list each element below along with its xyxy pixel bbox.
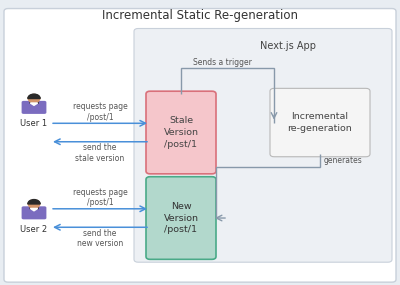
Text: send the
new version: send the new version <box>77 229 123 248</box>
FancyBboxPatch shape <box>30 203 33 209</box>
FancyBboxPatch shape <box>134 28 392 262</box>
FancyBboxPatch shape <box>35 97 39 104</box>
FancyBboxPatch shape <box>31 206 37 209</box>
Circle shape <box>28 94 40 103</box>
Wedge shape <box>28 200 40 204</box>
Circle shape <box>28 200 40 208</box>
Text: User 1: User 1 <box>20 119 48 129</box>
Text: send the
stale version: send the stale version <box>76 143 125 162</box>
FancyBboxPatch shape <box>146 177 216 259</box>
FancyBboxPatch shape <box>4 9 396 282</box>
Text: User 2: User 2 <box>20 225 48 234</box>
Text: requests page
/post/1: requests page /post/1 <box>73 103 128 122</box>
Text: New
Version
/post/1: New Version /post/1 <box>164 202 198 234</box>
Text: requests page
/post/1: requests page /post/1 <box>73 188 128 207</box>
FancyBboxPatch shape <box>30 97 33 104</box>
Text: Sends a trigger: Sends a trigger <box>193 58 252 67</box>
Text: Incremental Static Re-generation: Incremental Static Re-generation <box>102 9 298 22</box>
FancyBboxPatch shape <box>146 91 216 174</box>
Text: generates: generates <box>324 156 363 165</box>
FancyBboxPatch shape <box>22 101 46 114</box>
Text: Next.js App: Next.js App <box>260 41 316 51</box>
Polygon shape <box>30 208 38 211</box>
FancyBboxPatch shape <box>35 203 39 209</box>
Text: Incremental
re-generation: Incremental re-generation <box>288 112 352 133</box>
FancyBboxPatch shape <box>270 88 370 157</box>
Text: Stale
Version
/post/1: Stale Version /post/1 <box>164 116 198 149</box>
Polygon shape <box>30 103 38 105</box>
Wedge shape <box>28 94 40 99</box>
FancyBboxPatch shape <box>31 101 37 104</box>
FancyBboxPatch shape <box>22 206 46 219</box>
